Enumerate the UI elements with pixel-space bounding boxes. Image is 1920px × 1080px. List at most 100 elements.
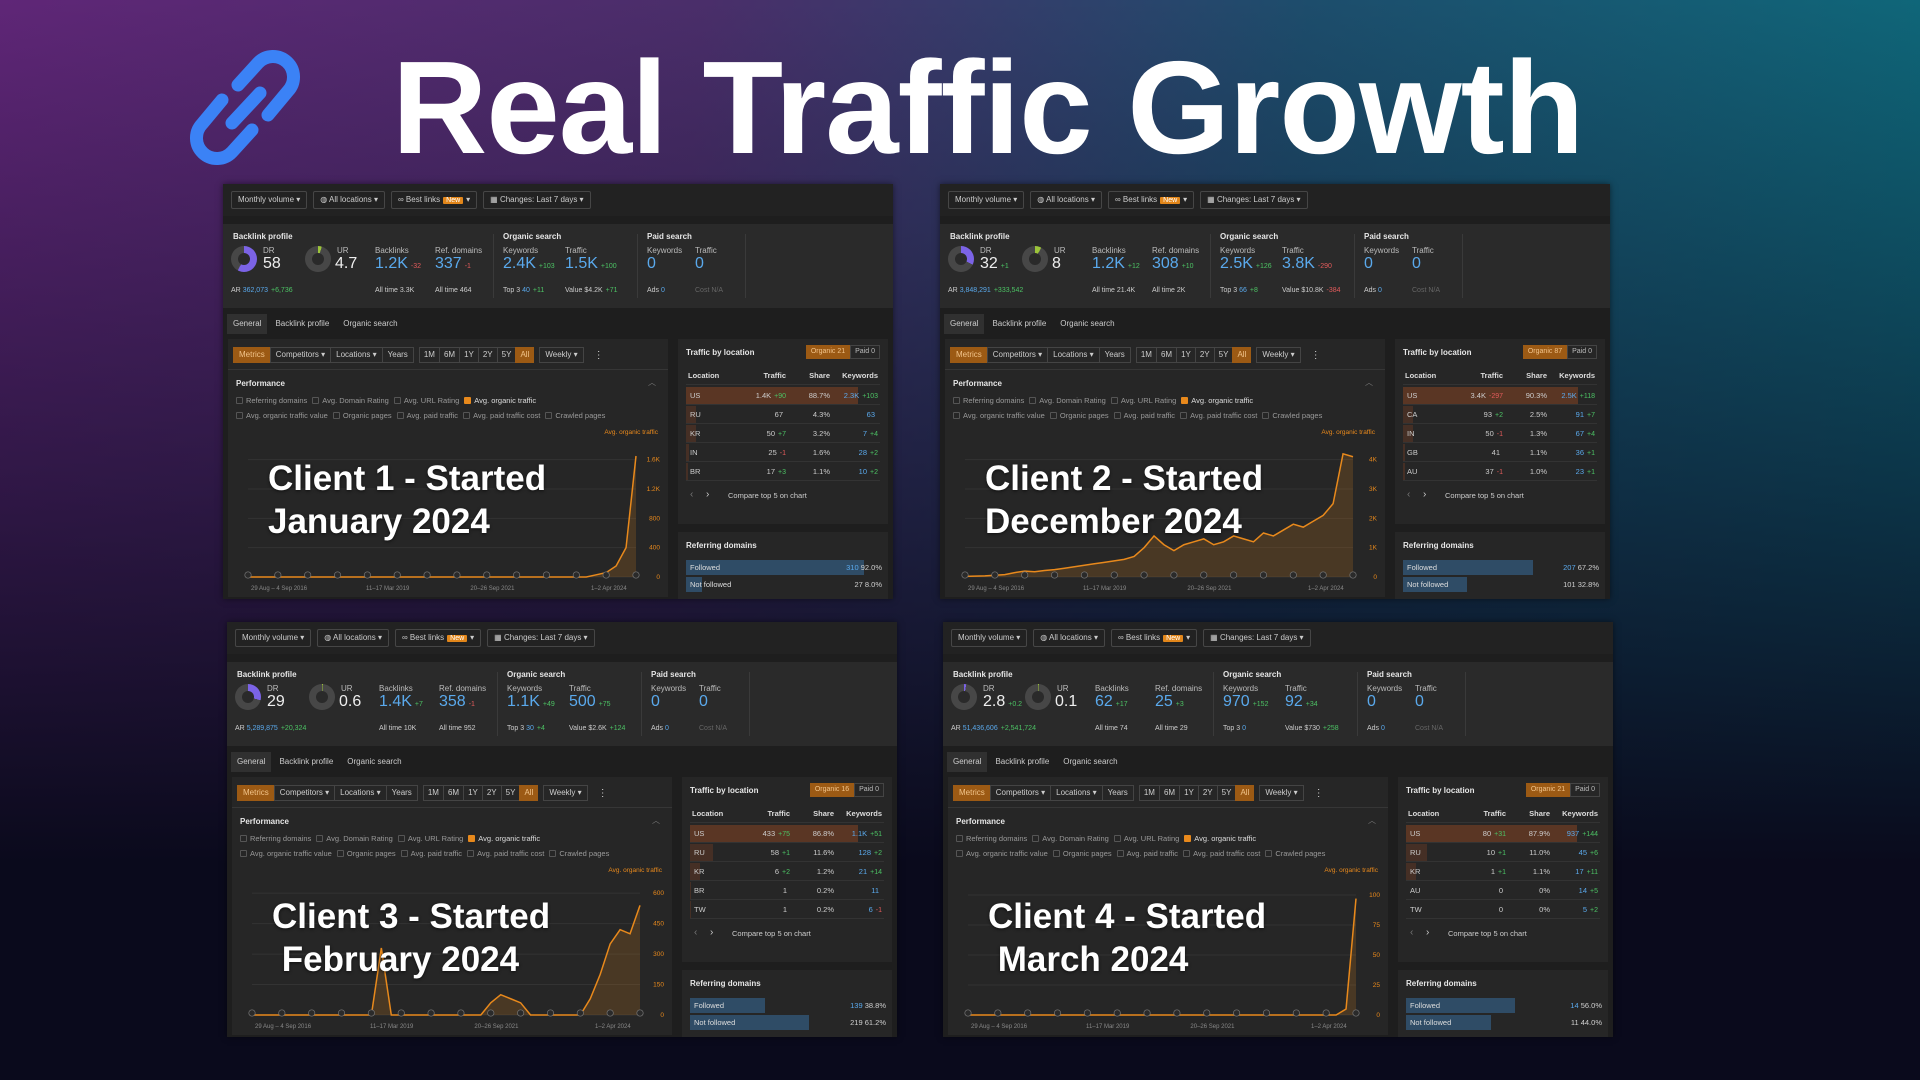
- paid-traffic-value[interactable]: 0: [699, 693, 708, 710]
- organic-toggle[interactable]: Organic 21: [805, 345, 851, 359]
- traffic-chart[interactable]: 0 25 50 75 100 29 Aug – 4 Sep 2016 11–17 Mar 2…: [948, 875, 1388, 1035]
- metrics-tab[interactable]: Metrics: [233, 347, 271, 363]
- table-row[interactable]: US 80 +31 87.9% 937 +144: [1406, 825, 1600, 843]
- compare-top5-link[interactable]: Compare top 5 on chart: [1445, 491, 1524, 500]
- range-6m-button[interactable]: 6M: [1158, 785, 1181, 801]
- checkbox-avg-url-rating[interactable]: Avg. URL Rating: [1110, 396, 1181, 405]
- paid-keywords-value[interactable]: 0: [647, 255, 656, 272]
- tab-backlink-profile[interactable]: Backlink profile: [995, 757, 1050, 766]
- compare-top5-link[interactable]: Compare top 5 on chart: [732, 929, 811, 938]
- range-1y-button[interactable]: 1Y: [459, 347, 479, 363]
- organic-traffic-value[interactable]: 3.8K: [1282, 255, 1315, 272]
- organic-traffic-value[interactable]: 92: [1285, 693, 1303, 710]
- monthly-volume-dropdown[interactable]: Monthly volume ▾: [951, 629, 1028, 647]
- best-links-dropdown[interactable]: ∞ Best links New ▾: [1107, 191, 1195, 209]
- organic-traffic-value[interactable]: 500: [569, 693, 596, 710]
- table-row[interactable]: CA 93 +2 2.5% 91 +7: [1403, 406, 1597, 424]
- backlinks-value[interactable]: 1.4K: [379, 693, 412, 710]
- top3-value[interactable]: 30: [526, 725, 534, 732]
- all-locations-dropdown[interactable]: ◍ All locations ▾: [1030, 191, 1102, 209]
- tab-backlink-profile[interactable]: Backlink profile: [279, 757, 334, 766]
- checkbox-avg-domain-rating[interactable]: Avg. Domain Rating: [1029, 396, 1111, 405]
- tab-organic-search[interactable]: Organic search: [1063, 757, 1118, 766]
- checkbox-avg-domain-rating[interactable]: Avg. Domain Rating: [316, 834, 398, 843]
- locations-dropdown[interactable]: Locations ▾: [334, 785, 387, 801]
- organic-toggle[interactable]: Organic 21: [1525, 783, 1571, 797]
- metrics-tab[interactable]: Metrics: [950, 347, 988, 363]
- next-page-button[interactable]: ›: [1426, 927, 1430, 938]
- checkbox-organic-pages[interactable]: Organic pages: [1049, 411, 1114, 420]
- best-links-dropdown[interactable]: ∞ Best links New ▾: [1110, 629, 1198, 647]
- checkbox-avg-organic-traffic-value[interactable]: Avg. organic traffic value: [956, 849, 1053, 858]
- monthly-volume-dropdown[interactable]: Monthly volume ▾: [235, 629, 312, 647]
- metrics-tab[interactable]: Metrics: [237, 785, 275, 801]
- paid-toggle[interactable]: Paid 0: [854, 783, 884, 797]
- ar-value[interactable]: 5,289,875: [246, 725, 278, 732]
- tab-general[interactable]: General: [944, 314, 985, 334]
- location-keywords[interactable]: 10: [858, 467, 868, 476]
- checkbox-crawled-pages[interactable]: Crawled pages: [1265, 849, 1330, 858]
- paid-keywords-value[interactable]: 0: [1367, 693, 1376, 710]
- checkbox-referring-domains[interactable]: Referring domains: [953, 396, 1029, 405]
- location-keywords[interactable]: 17: [1575, 867, 1584, 876]
- paid-traffic-value[interactable]: 0: [695, 255, 704, 272]
- traffic-chart[interactable]: 0 400 800 1.2K 1.6K 29 Aug – 4 Sep 2016 11–17 …: [228, 437, 668, 597]
- all-locations-dropdown[interactable]: ◍ All locations ▾: [1033, 629, 1105, 647]
- location-keywords[interactable]: 2.3K: [843, 391, 860, 400]
- next-page-button[interactable]: ›: [706, 489, 710, 500]
- years-button[interactable]: Years: [381, 347, 414, 363]
- more-options-icon[interactable]: ⋮: [1313, 787, 1324, 799]
- checkbox-avg-url-rating[interactable]: Avg. URL Rating: [393, 396, 464, 405]
- table-row[interactable]: AU 0 0% 14 +5: [1406, 882, 1600, 900]
- paid-traffic-value[interactable]: 0: [1412, 255, 1421, 272]
- checkbox-crawled-pages[interactable]: Crawled pages: [1262, 411, 1327, 420]
- checkbox-referring-domains[interactable]: Referring domains: [236, 396, 312, 405]
- range-1y-button[interactable]: 1Y: [1179, 785, 1199, 801]
- top3-value[interactable]: 40: [522, 287, 530, 294]
- ref-domains-value[interactable]: 308: [1152, 255, 1179, 272]
- tab-organic-search[interactable]: Organic search: [1060, 319, 1115, 328]
- organic-keywords-value[interactable]: 1.1K: [507, 693, 540, 710]
- organic-keywords-value[interactable]: 2.4K: [503, 255, 536, 272]
- paid-toggle[interactable]: Paid 0: [1567, 345, 1597, 359]
- changes-dropdown[interactable]: ▦ Changes: Last 7 days ▾: [487, 629, 595, 647]
- checkbox-avg-paid-traffic[interactable]: Avg. paid traffic: [1116, 849, 1183, 858]
- traffic-chart[interactable]: 0 150 300 450 600 29 Aug – 4 Sep 2016 11–17 Ma…: [232, 875, 672, 1035]
- backlinks-value[interactable]: 1.2K: [1092, 255, 1125, 272]
- checkbox-referring-domains[interactable]: Referring domains: [956, 834, 1032, 843]
- more-options-icon[interactable]: ⋮: [593, 349, 604, 361]
- checkbox-crawled-pages[interactable]: Crawled pages: [545, 411, 610, 420]
- ref-domains-value[interactable]: 358: [439, 693, 466, 710]
- paid-toggle[interactable]: Paid 0: [1570, 783, 1600, 797]
- checkbox-avg-url-rating[interactable]: Avg. URL Rating: [397, 834, 468, 843]
- table-row[interactable]: RU 67 4.3% 63: [686, 406, 880, 424]
- checkbox-avg-paid-traffic[interactable]: Avg. paid traffic: [400, 849, 467, 858]
- top3-value[interactable]: 0: [1242, 725, 1246, 732]
- table-row[interactable]: IN 25 -1 1.6% 28 +2: [686, 444, 880, 462]
- location-keywords[interactable]: 45: [1578, 848, 1588, 857]
- range-all-button[interactable]: All: [519, 785, 539, 801]
- competitors-dropdown[interactable]: Competitors ▾: [269, 347, 332, 363]
- table-row[interactable]: GB 41 1.1% 36 +1: [1403, 444, 1597, 462]
- not-followed-count[interactable]: 101: [1563, 580, 1576, 589]
- tab-backlink-profile[interactable]: Backlink profile: [275, 319, 330, 328]
- checkbox-avg-domain-rating[interactable]: Avg. Domain Rating: [312, 396, 394, 405]
- checkbox-avg-paid-traffic-cost[interactable]: Avg. paid traffic cost: [1180, 411, 1262, 420]
- more-options-icon[interactable]: ⋮: [1310, 349, 1321, 361]
- changes-dropdown[interactable]: ▦ Changes: Last 7 days ▾: [1203, 629, 1311, 647]
- backlinks-value[interactable]: 62: [1095, 693, 1113, 710]
- locations-dropdown[interactable]: Locations ▾: [1047, 347, 1100, 363]
- changes-dropdown[interactable]: ▦ Changes: Last 7 days ▾: [1200, 191, 1308, 209]
- range-6m-button[interactable]: 6M: [442, 785, 465, 801]
- ref-domains-value[interactable]: 337: [435, 255, 462, 272]
- collapse-icon[interactable]: ︿: [1368, 816, 1376, 825]
- collapse-icon[interactable]: ︿: [1365, 378, 1373, 387]
- table-row[interactable]: KR 50 +7 3.2% 7 +4: [686, 425, 880, 443]
- location-keywords[interactable]: 6: [868, 905, 873, 914]
- table-row[interactable]: BR 17 +3 1.1% 10 +2: [686, 463, 880, 481]
- collapse-icon[interactable]: ︿: [652, 816, 660, 825]
- prev-page-button[interactable]: ‹: [1410, 927, 1414, 938]
- compare-top5-link[interactable]: Compare top 5 on chart: [1448, 929, 1527, 938]
- range-2y-button[interactable]: 2Y: [1197, 785, 1218, 801]
- tab-organic-search[interactable]: Organic search: [343, 319, 398, 328]
